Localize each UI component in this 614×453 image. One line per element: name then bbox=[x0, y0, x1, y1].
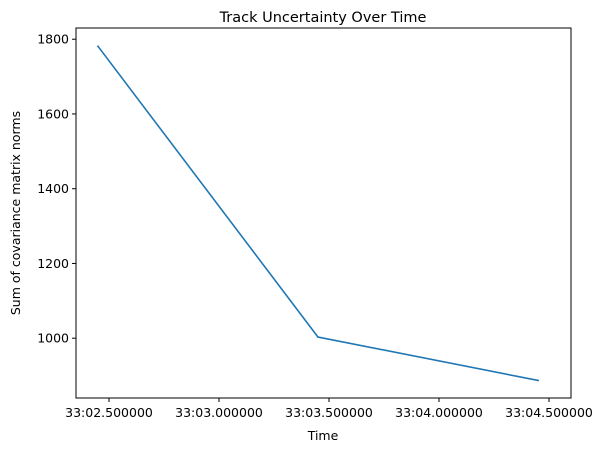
y-axis: 1000 1200 1400 1600 1800 bbox=[37, 32, 76, 346]
data-point bbox=[97, 45, 99, 48]
plot-area-frame bbox=[75, 27, 572, 399]
y-tick-label: 1000 bbox=[37, 331, 69, 346]
y-tick-label: 1800 bbox=[37, 32, 69, 47]
series-line-track-uncertainty bbox=[96, 45, 539, 382]
y-axis-label: Sum of covariance matrix norms bbox=[8, 111, 23, 315]
x-tick-label: 33:03.500000 bbox=[285, 405, 373, 420]
x-tick-label: 33:04.000000 bbox=[395, 405, 483, 420]
y-tick-label: 1200 bbox=[37, 256, 69, 271]
x-tick-label: 33:03.000000 bbox=[175, 405, 263, 420]
chart-title: Track Uncertainty Over Time bbox=[219, 10, 427, 26]
data-point bbox=[537, 379, 539, 382]
x-tick-label: 33:04.500000 bbox=[505, 405, 593, 420]
y-tick-label: 1400 bbox=[37, 181, 69, 196]
x-axis: 33:02.500000 33:03.000000 33:03.500000 33:0… bbox=[65, 398, 593, 420]
x-axis-label: Time bbox=[307, 428, 339, 443]
x-tick-label: 33:02.500000 bbox=[65, 405, 153, 420]
data-points bbox=[97, 45, 539, 382]
data-point bbox=[317, 336, 319, 338]
y-tick-label: 1600 bbox=[37, 106, 69, 121]
